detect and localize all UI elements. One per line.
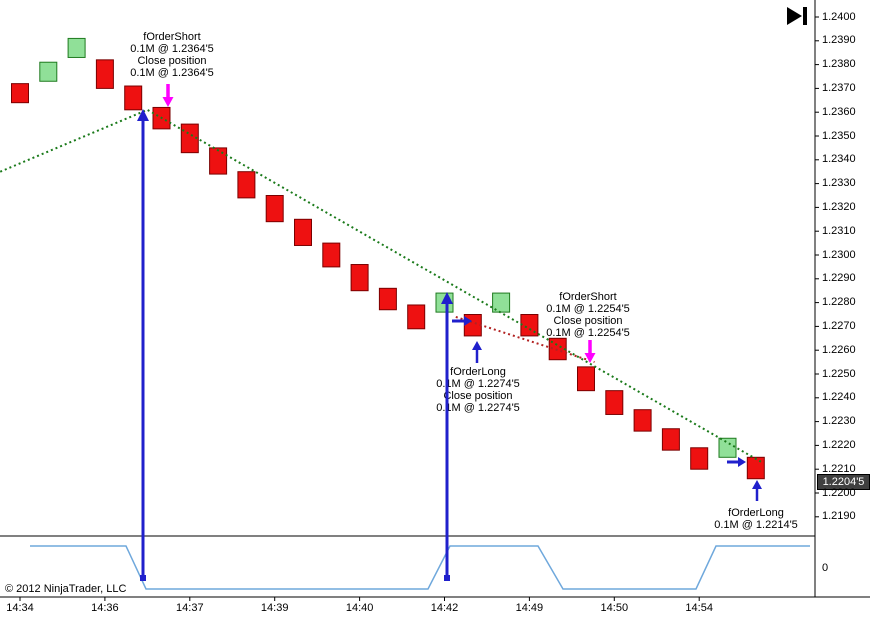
time-tick-label: 14:37 [176, 602, 204, 614]
order-annotation: fOrderShort 0.1M @ 1.2254'5 Close position… [546, 291, 630, 339]
price-tick-label: 1.2190 [822, 510, 856, 523]
time-tick-label: 14:34 [6, 602, 34, 614]
price-tick-label: 1.2390 [822, 34, 856, 47]
time-tick-label: 14:40 [345, 602, 374, 614]
price-tick-label: 1.2360 [822, 105, 856, 118]
price-tick-label: 1.2350 [822, 129, 856, 142]
time-tick-label: 14:39 [260, 602, 289, 614]
price-tick-label: 1.2250 [822, 367, 856, 380]
last-price-badge: 1.2204'5 [817, 474, 870, 490]
order-annotation: fOrderLong 0.1M @ 1.2214'5 [714, 507, 798, 531]
price-tick-label: 1.2380 [822, 58, 856, 71]
annotation-line: fOrderLong [450, 366, 506, 378]
time-tick-label: 14:54 [685, 602, 713, 614]
annotation-line: fOrderShort [559, 291, 617, 303]
annotation-line: 0.1M @ 1.2254'5 [546, 303, 630, 315]
annotation-line: Close position [137, 55, 207, 67]
price-tick-label: 1.2260 [822, 343, 856, 356]
price-tick-label: 1.2220 [822, 438, 856, 451]
annotation-line: 0.1M @ 1.2364'5 [130, 43, 214, 55]
go-to-end-button[interactable] [783, 5, 811, 33]
time-tick-label: 14:49 [515, 602, 544, 614]
price-tick-label: 1.2370 [822, 81, 856, 94]
annotation-line: 0.1M @ 1.2364'5 [130, 67, 214, 79]
price-tick-label: 1.2330 [822, 177, 856, 190]
order-annotation: fOrderLong 0.1M @ 1.2274'5 Close position 0… [436, 366, 520, 414]
price-tick-label: 1.2300 [822, 248, 856, 261]
annotation-line: 0.1M @ 1.2214'5 [714, 519, 798, 531]
price-tick-label: 1.2230 [822, 415, 856, 428]
skip-to-end-icon [785, 5, 809, 34]
price-tick-label: 1.2240 [822, 391, 856, 404]
price-tick-label: 1.2400 [822, 10, 856, 23]
annotation-line: fOrderShort [143, 31, 201, 43]
indicator-zero-label: 0 [822, 562, 829, 574]
time-tick-label: 14:36 [91, 602, 119, 614]
annotation-line: Close position [553, 315, 623, 327]
time-tick-label: 14:42 [430, 602, 459, 614]
annotation-line: 0.1M @ 1.2254'5 [546, 327, 630, 339]
price-tick-label: 1.2290 [822, 272, 856, 285]
price-tick-label: 1.2280 [822, 296, 856, 309]
annotation-line: 0.1M @ 1.2274'5 [436, 402, 520, 414]
price-tick-label: 1.2200 [822, 486, 856, 499]
price-tick-label: 1.2340 [822, 153, 856, 166]
price-tick-label: 1.2310 [822, 224, 856, 237]
price-tick-label: 1.2210 [822, 462, 856, 475]
order-annotation: fOrderShort 0.1M @ 1.2364'5 Close position… [130, 31, 214, 79]
copyright-label: © 2012 NinjaTrader, LLC [5, 583, 127, 595]
annotation-line: fOrderLong [728, 507, 784, 519]
annotation-line: Close position [443, 390, 513, 402]
time-tick-label: 14:50 [600, 602, 629, 614]
price-tick-label: 1.2320 [822, 200, 856, 213]
annotation-line: 0.1M @ 1.2274'5 [436, 378, 520, 390]
price-tick-label: 1.2270 [822, 319, 856, 332]
